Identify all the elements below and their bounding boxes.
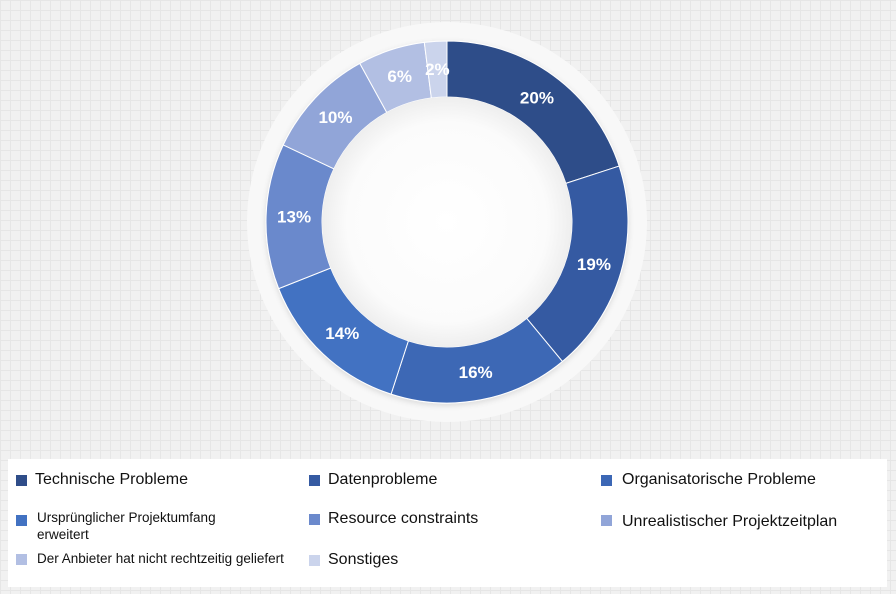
legend-item-technische-probleme: Technische Probleme [16,471,188,488]
legend: Technische Probleme Datenprobleme Organi… [8,459,887,587]
legend-item-anbieter-nicht-geliefert: Der Anbieter hat nicht rechtzeitig gelie… [16,550,287,567]
legend-label: Der Anbieter hat nicht rechtzeitig gelie… [37,551,284,566]
legend-label: Unrealistischer Projektzeitplan [622,513,838,530]
donut-hole [322,97,572,347]
legend-label: Sonstiges [328,551,399,568]
legend-swatch [16,554,27,565]
legend-swatch [601,515,612,526]
legend-label: Resource constraints [328,510,479,527]
legend-swatch [309,514,320,525]
slice-percent-label: 2% [425,60,450,79]
legend-item-datenprobleme: Datenprobleme [309,471,437,488]
slice-percent-label: 20% [520,89,554,108]
legend-item-projektumfang-erweitert: Ursprünglicher Projektumfang erweitert [16,509,252,543]
legend-item-unrealistischer-projektzeitplan: Unrealistischer Projektzeitplan [601,513,837,530]
legend-swatch [16,475,27,486]
slice-percent-label: 16% [459,363,493,382]
legend-swatch [309,475,320,486]
legend-label: Datenprobleme [328,471,438,488]
legend-swatch [16,515,27,526]
legend-label: Ursprünglicher Projektumfang erweitert [37,510,216,542]
legend-swatch [601,475,612,486]
legend-item-organisatorische-probleme: Organisatorische Probleme [601,471,816,488]
slice-percent-label: 14% [325,324,359,343]
slice-percent-label: 19% [577,255,611,274]
slice-percent-label: 10% [318,108,352,127]
legend-label: Technische Probleme [35,471,188,488]
slice-percent-label: 13% [277,208,311,227]
legend-swatch [309,555,320,566]
legend-item-sonstiges: Sonstiges [309,551,398,568]
donut-chart: 20% 19% 16% 14% 13% 10% 6% 2% [265,40,629,404]
donut-svg: 20% 19% 16% 14% 13% 10% 6% 2% [265,40,629,404]
slice-percent-label: 6% [387,67,412,86]
legend-item-resource-constraints: Resource constraints [309,510,478,527]
legend-label: Organisatorische Probleme [622,471,816,488]
